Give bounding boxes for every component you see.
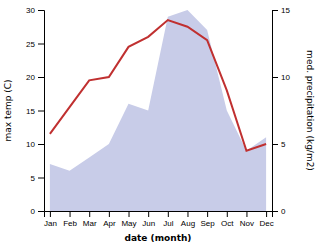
line bbox=[50, 20, 266, 151]
x-tick: Jan bbox=[44, 211, 57, 228]
y-tick-label: 10 bbox=[26, 140, 35, 149]
y2-tick-label: 5 bbox=[281, 140, 286, 149]
x-tick-label: Oct bbox=[221, 219, 234, 228]
x-tick: Sep bbox=[201, 211, 216, 228]
y-tick-label: 30 bbox=[26, 6, 35, 15]
x-tick-mark bbox=[207, 211, 208, 217]
x-tick-label: Jan bbox=[44, 219, 57, 228]
x-tick-mark bbox=[70, 211, 71, 217]
x-tick: Feb bbox=[63, 211, 77, 228]
y2-tick: 15 bbox=[272, 6, 290, 15]
chart: Jan Feb Mar Apr May Jun Jul Aug Sep Oct Nov Dec 0 5 10… bbox=[0, 0, 318, 247]
y-tick-label: 25 bbox=[26, 40, 35, 49]
x-tick-mark bbox=[148, 211, 149, 217]
x-tick-label: Aug bbox=[181, 219, 195, 228]
y-tick-label: 15 bbox=[26, 107, 35, 116]
y2-tick: 10 bbox=[272, 73, 290, 82]
x-tick: Dec bbox=[259, 211, 273, 228]
y-axis-title: max temp (C) bbox=[3, 79, 13, 141]
y-tick: 25 bbox=[26, 40, 44, 49]
x-tick-mark bbox=[266, 211, 267, 217]
x-tick-mark bbox=[187, 211, 188, 217]
x-tick-mark bbox=[168, 211, 169, 217]
y-tick-mark bbox=[38, 77, 44, 78]
y-tick-mark bbox=[38, 211, 44, 212]
y-tick-mark bbox=[38, 44, 44, 45]
x-tick-mark bbox=[227, 211, 228, 217]
x-tick-mark bbox=[246, 211, 247, 217]
y2-tick: 5 bbox=[272, 140, 286, 149]
y-tick-mark bbox=[38, 10, 44, 11]
x-tick-label: Mar bbox=[83, 219, 97, 228]
axis-line bbox=[273, 11, 279, 212]
y2-tick: 0 bbox=[272, 207, 286, 216]
x-tick-mark bbox=[89, 211, 90, 217]
marks bbox=[50, 10, 266, 211]
x-tick-mark bbox=[109, 211, 110, 217]
x-tick: Apr bbox=[103, 211, 116, 228]
x-tick: Mar bbox=[83, 211, 97, 228]
y2-tick-mark bbox=[272, 211, 278, 212]
x-axis-title: date (month) bbox=[125, 233, 192, 243]
x-tick-label: Jun bbox=[142, 219, 155, 228]
x-tick-label: Feb bbox=[63, 219, 77, 228]
y-tick-mark bbox=[38, 144, 44, 145]
y-tick: 15 bbox=[26, 107, 44, 116]
y2-tick-mark bbox=[272, 10, 278, 11]
x-tick: Oct bbox=[221, 211, 234, 228]
y-tick-label: 20 bbox=[26, 73, 35, 82]
y2-tick-mark bbox=[272, 77, 278, 78]
y2-axis: 0 5 10 15 bbox=[272, 6, 290, 216]
y-tick-label: 0 bbox=[31, 207, 36, 216]
x-tick-label: Dec bbox=[259, 219, 273, 228]
y-tick: 10 bbox=[26, 140, 44, 149]
y-tick: 0 bbox=[31, 207, 44, 216]
axis-line bbox=[38, 11, 45, 212]
x-tick: May bbox=[121, 211, 136, 228]
x-tick-label: May bbox=[121, 219, 136, 228]
y-tick: 5 bbox=[31, 174, 44, 183]
y-tick-label: 5 bbox=[31, 174, 36, 183]
y2-tick-label: 15 bbox=[281, 6, 290, 15]
x-tick: Nov bbox=[240, 211, 254, 228]
x-tick: Jun bbox=[142, 211, 155, 228]
y2-tick-label: 0 bbox=[281, 207, 286, 216]
axis-line bbox=[45, 212, 273, 218]
x-tick-label: Jul bbox=[163, 219, 173, 228]
y-tick: 20 bbox=[26, 73, 44, 82]
x-axis: Jan Feb Mar Apr May Jun Jul Aug Sep Oct Nov Dec bbox=[44, 211, 274, 228]
y2-tick-label: 10 bbox=[281, 73, 290, 82]
x-tick-label: Sep bbox=[201, 219, 216, 228]
x-tick-mark bbox=[129, 211, 130, 217]
y2-tick-mark bbox=[272, 144, 278, 145]
x-tick: Jul bbox=[163, 211, 173, 228]
y-tick-mark bbox=[38, 178, 44, 179]
y-tick-mark bbox=[38, 111, 44, 112]
y2-axis-title: med. precipitation (kg/m2) bbox=[305, 50, 315, 171]
x-tick-mark bbox=[50, 211, 51, 217]
y-tick: 30 bbox=[26, 6, 44, 15]
area bbox=[50, 10, 266, 211]
x-tick-label: Apr bbox=[103, 219, 116, 228]
plot: Jan Feb Mar Apr May Jun Jul Aug Sep Oct Nov Dec 0 5 10… bbox=[26, 6, 290, 228]
x-tick: Aug bbox=[181, 211, 195, 228]
y-axis: 0 5 10 15 20 25 30 bbox=[26, 6, 44, 216]
x-tick-label: Nov bbox=[240, 219, 254, 228]
